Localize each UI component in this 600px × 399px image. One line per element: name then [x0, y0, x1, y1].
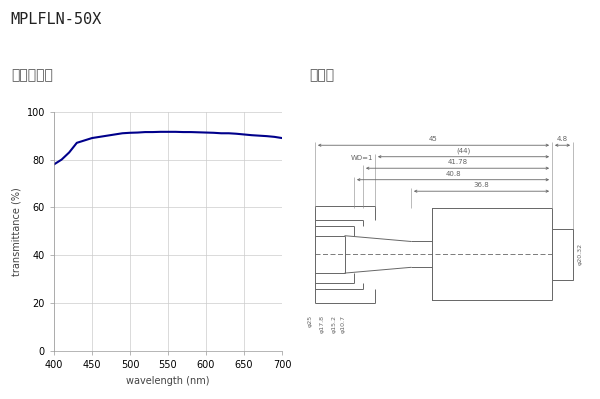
Text: (44): (44) [457, 147, 470, 154]
X-axis label: wavelength (nm): wavelength (nm) [126, 376, 210, 386]
Text: 波长透射率: 波长透射率 [11, 68, 53, 82]
Text: 4.8: 4.8 [557, 136, 568, 142]
Text: 45: 45 [429, 136, 438, 142]
Text: 41.78: 41.78 [448, 159, 467, 165]
Text: MPLFLN-50X: MPLFLN-50X [11, 12, 102, 27]
Text: φ15.2: φ15.2 [332, 315, 337, 333]
Text: 40.8: 40.8 [445, 171, 461, 177]
Text: 36.8: 36.8 [473, 182, 490, 188]
Text: φ20.32: φ20.32 [577, 243, 583, 265]
Text: 尺寸图: 尺寸图 [309, 68, 334, 82]
Text: WD=1: WD=1 [351, 155, 373, 161]
Y-axis label: transmittance (%): transmittance (%) [11, 187, 21, 276]
Text: φ25: φ25 [308, 315, 313, 327]
Text: φ10.7: φ10.7 [341, 315, 346, 333]
Bar [552, 229, 573, 280]
Text: φ17.8: φ17.8 [320, 315, 325, 333]
